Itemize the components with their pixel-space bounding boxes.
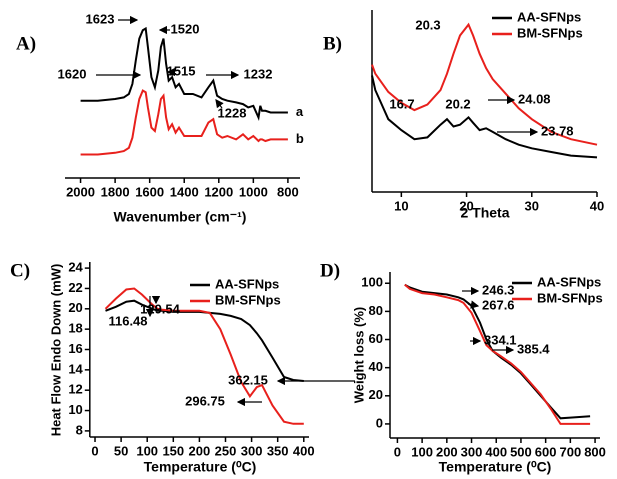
x-tick-label: 1200: [204, 184, 233, 199]
annotation-arrow: [467, 300, 480, 309]
x-tick-label: 300: [241, 443, 263, 458]
x-axis-label: Temperature (⁰C): [144, 459, 257, 475]
x-tick-label: 500: [510, 444, 532, 459]
y-axis-label: Weight loss (%): [351, 307, 366, 404]
annotation: 1232: [244, 66, 273, 81]
x-tick-label: 1600: [135, 184, 164, 199]
y-tick-label: 12: [68, 382, 82, 397]
data-line: [371, 75, 598, 159]
x-tick-label: 800: [584, 444, 606, 459]
panel-label: D): [320, 260, 340, 281]
y-tick-label: 14: [68, 361, 83, 376]
data-line: [104, 287, 304, 425]
annotation: 362.15: [228, 372, 268, 387]
legend-label: BM-SFNps: [537, 290, 603, 305]
annotation: 267.6: [482, 297, 515, 312]
data-line: [80, 26, 288, 122]
x-tick-label: 1800: [101, 184, 130, 199]
y-tick-label: 40: [369, 359, 383, 374]
x-tick-label: 20: [459, 198, 473, 213]
y-tick-label: 22: [68, 280, 82, 295]
legend-label: AA-SFNps: [537, 274, 601, 289]
x-axis-label: 2 Theta: [460, 205, 509, 221]
x-tick-label: 30: [525, 198, 539, 213]
annotation: 296.75: [185, 393, 225, 408]
annotation-arrow: [215, 99, 224, 109]
x-tick-label: 600: [535, 444, 557, 459]
annotation: 1515: [167, 63, 196, 78]
x-tick-label: 400: [293, 443, 315, 458]
annotation: 246.3: [482, 282, 515, 297]
y-tick-label: 60: [369, 331, 383, 346]
x-tick-label: 10: [394, 198, 408, 213]
y-tick-label: 16: [68, 341, 82, 356]
x-tick-label: 300: [461, 444, 483, 459]
annotation: 1228: [218, 105, 247, 120]
legend-label: AA-SFNps: [517, 9, 581, 24]
annotation: 334.1: [484, 332, 517, 347]
data-line: [404, 283, 591, 425]
x-tick-label: 100: [411, 444, 433, 459]
annotation: 24.08: [518, 91, 551, 106]
panel-label: B): [323, 33, 342, 54]
x-tick-label: 250: [215, 443, 237, 458]
x-tick-label: 100: [136, 443, 158, 458]
y-tick-label: 10: [68, 402, 82, 417]
y-axis-label: Heat Flow Endo Down (mW): [48, 264, 63, 437]
annotation: 20.2: [445, 96, 470, 111]
x-tick-label: 700: [560, 444, 582, 459]
x-tick-label: 0: [394, 444, 401, 459]
x-tick-label: 800: [277, 184, 299, 199]
panel-label: C): [10, 260, 30, 281]
annotation: 385.4: [517, 341, 550, 356]
data-line: [80, 89, 288, 156]
x-tick-label: 200: [436, 444, 458, 459]
x-axis-label: Wavenumber (cm⁻¹): [114, 209, 247, 225]
x-tick-label: 0: [91, 443, 98, 458]
x-tick-label: 1000: [239, 184, 268, 199]
annotation: 1520: [171, 21, 200, 36]
y-tick-label: 18: [68, 321, 82, 336]
x-tick-label: 150: [162, 443, 184, 458]
x-tick-label: 50: [114, 443, 128, 458]
y-tick-label: 0: [376, 415, 383, 430]
y-tick-label: 24: [68, 260, 83, 275]
legend-label: BM-SFNps: [215, 292, 281, 307]
annotation: 23.78: [541, 123, 574, 138]
annotation: 16.7: [389, 96, 414, 111]
annotation: 20.3: [415, 17, 440, 32]
annotation: 1623: [86, 11, 115, 26]
y-tick-label: 80: [369, 303, 383, 318]
annotation: 1620: [58, 66, 87, 81]
x-axis-label: Temperature (⁰C): [439, 459, 552, 475]
legend-label: BM-SFNps: [517, 25, 583, 40]
x-tick-label: 40: [590, 198, 604, 213]
x-tick-label: 350: [267, 443, 289, 458]
panel-label: A): [16, 33, 36, 54]
legend-label: a: [296, 104, 304, 119]
y-tick-label: 100: [361, 275, 383, 290]
annotation: 116.48: [108, 313, 147, 328]
y-tick-label: 20: [369, 387, 383, 402]
data-line: [371, 22, 598, 146]
legend-label: b: [296, 131, 304, 146]
x-tick-label: 1400: [170, 184, 199, 199]
x-tick-label: 400: [485, 444, 507, 459]
x-tick-label: 200: [189, 443, 211, 458]
y-tick-label: 8: [76, 422, 83, 437]
y-tick-label: 20: [68, 300, 82, 315]
x-tick-label: 2000: [66, 184, 95, 199]
legend-label: AA-SFNps: [215, 276, 279, 291]
